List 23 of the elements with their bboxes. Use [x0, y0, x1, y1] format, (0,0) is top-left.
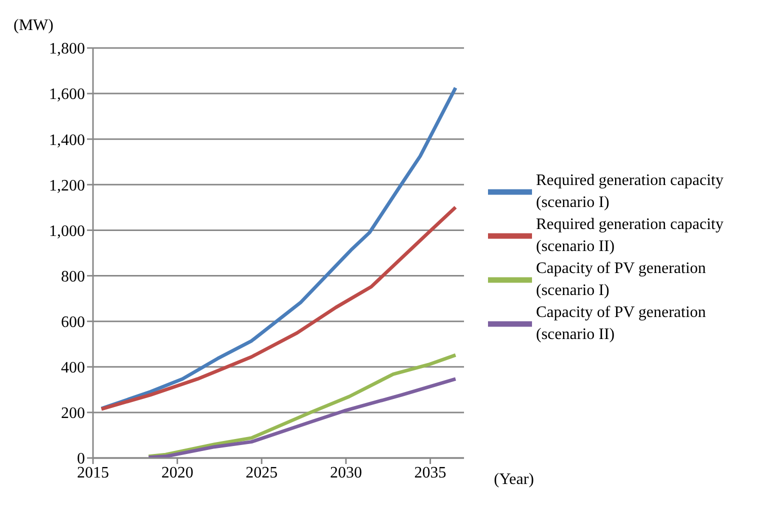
x-axis-title: (Year): [494, 471, 534, 488]
x-tick-label: 2025: [246, 464, 278, 482]
legend-label: Capacity of PV generation (scenario II): [536, 303, 707, 345]
y-tick-label: 800: [61, 268, 85, 286]
line-series: [100, 205, 458, 411]
y-tick-label: 200: [61, 405, 85, 422]
line-series: [100, 86, 458, 410]
line-series: [146, 353, 458, 458]
y-tick-label: 1,200: [49, 177, 85, 194]
x-tick-label: 2035: [414, 464, 446, 482]
line-series: [146, 377, 458, 458]
legend-label: Capacity of PV generation (scenario I): [536, 259, 707, 301]
y-tick-label: 400: [61, 360, 85, 377]
y-axis-title: (MW): [14, 17, 54, 34]
legend-label: Required generation capacity (scenario II): [536, 215, 724, 257]
y-tick-label: 1,000: [49, 222, 85, 240]
x-tick-label: 2030: [330, 464, 362, 482]
legend-label: Required generation capacity (scenario I): [536, 171, 724, 213]
x-tick-label: 2020: [161, 464, 194, 482]
y-tick-label: 1,400: [49, 132, 85, 149]
y-tick-label: 1,800: [49, 40, 85, 58]
y-tick-label: 1,600: [49, 86, 85, 104]
y-tick-label: 600: [61, 314, 85, 332]
